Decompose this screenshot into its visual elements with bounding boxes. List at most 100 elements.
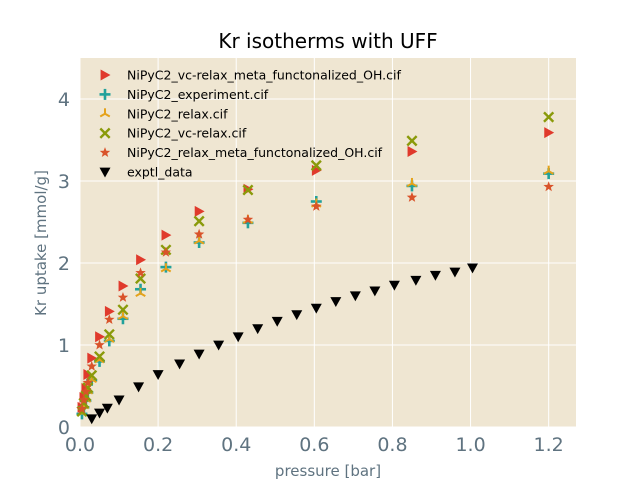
data-point	[152, 370, 164, 381]
data-point	[543, 111, 555, 123]
data-point	[410, 275, 422, 286]
legend-item: NiPyC2_vc-relax_meta_functonalized_OH.ci…	[100, 68, 401, 83]
legend-marker	[99, 167, 111, 178]
data-point	[117, 310, 129, 320]
grid	[79, 58, 576, 428]
data-point	[135, 287, 146, 297]
legend-label: NiPyC2_vc-relax_meta_functonalized_OH.ci…	[127, 68, 401, 83]
data-point	[76, 403, 88, 414]
y-ticks: 0 1 2 3 4	[58, 89, 70, 439]
data-point	[388, 280, 400, 291]
data-point	[160, 263, 172, 273]
legend-marker	[99, 108, 111, 118]
data-point	[349, 291, 361, 302]
x-tick-label: 0.2	[143, 434, 173, 456]
legend-label: NiPyC2_experiment.cif	[127, 87, 269, 102]
data-point	[406, 177, 418, 188]
data-point	[232, 332, 244, 343]
x-tick-label: 0.4	[221, 434, 251, 456]
x-tick-label: 0.8	[377, 434, 407, 456]
data-point	[113, 395, 125, 406]
legend-label: NiPyC2_vc-relax.cif	[127, 126, 247, 141]
plot-area	[80, 58, 576, 427]
data-point	[271, 316, 283, 327]
data-point	[406, 191, 418, 202]
legend: NiPyC2_vc-relax_meta_functonalized_OH.ci…	[99, 68, 401, 180]
data-point	[135, 267, 146, 278]
legend-label: NiPyC2_relax_meta_functonalized_OH.cif	[127, 145, 383, 160]
y-tick-label: 4	[58, 89, 70, 111]
data-point	[104, 314, 115, 325]
series-layer	[76, 111, 555, 425]
x-axis-label: pressure [bar]	[275, 462, 381, 480]
x-tick-label: 0.6	[299, 434, 329, 456]
legend-marker	[100, 69, 111, 81]
data-point	[82, 377, 94, 388]
data-point	[291, 310, 303, 321]
data-point	[86, 360, 97, 371]
data-point	[193, 215, 205, 227]
data-point	[117, 304, 129, 316]
data-point	[310, 303, 322, 314]
chart-title: Kr isotherms with UFF	[218, 29, 437, 53]
data-point	[193, 349, 205, 360]
legend-item: NiPyC2_relax_meta_functonalized_OH.cif	[99, 145, 383, 160]
data-point	[86, 414, 98, 425]
data-point	[330, 297, 342, 308]
data-point	[544, 127, 555, 139]
x-tick-label: 1.0	[455, 434, 485, 456]
data-point	[94, 339, 105, 350]
legend-marker	[99, 147, 111, 158]
data-point	[135, 273, 147, 285]
y-axis-label: Kr uptake [mmol/g]	[32, 170, 50, 316]
data-point	[103, 328, 115, 340]
data-point	[95, 331, 106, 343]
data-point	[242, 214, 254, 224]
data-point	[174, 359, 186, 370]
data-point	[101, 403, 113, 414]
data-point	[104, 305, 115, 317]
data-point	[310, 159, 322, 171]
data-point	[83, 369, 94, 381]
data-point	[242, 184, 254, 196]
data-point	[194, 205, 205, 217]
legend-marker	[99, 88, 111, 100]
data-point	[86, 369, 98, 381]
data-point	[467, 263, 479, 274]
legend-label: NiPyC2_relax.cif	[127, 106, 228, 121]
data-point	[136, 254, 147, 266]
data-point	[406, 135, 418, 147]
data-point	[80, 386, 92, 397]
legend-item: exptl_data	[99, 165, 193, 180]
data-point	[118, 280, 129, 292]
data-point	[117, 291, 129, 302]
data-point	[429, 270, 441, 281]
data-point	[252, 324, 264, 335]
legend-marker	[99, 127, 111, 139]
data-point	[213, 340, 225, 351]
y-tick-label: 2	[58, 253, 70, 275]
data-point	[369, 286, 381, 297]
legend-label: exptl_data	[127, 165, 193, 180]
data-point	[543, 181, 554, 192]
data-point	[94, 408, 106, 419]
data-point	[543, 165, 554, 175]
data-point	[311, 200, 322, 211]
data-point	[87, 352, 98, 364]
data-point	[160, 246, 172, 257]
data-point	[193, 228, 205, 239]
data-point	[161, 229, 172, 241]
y-tick-label: 1	[58, 335, 70, 357]
x-tick-label: 1.2	[534, 434, 564, 456]
legend-item: NiPyC2_relax.cif	[99, 106, 228, 121]
data-point	[94, 350, 106, 363]
y-tick-label: 0	[58, 417, 70, 439]
data-point	[78, 394, 90, 405]
data-point	[449, 267, 461, 278]
x-tick-label: 0.0	[65, 434, 95, 456]
series-4	[76, 181, 554, 414]
series-5	[86, 263, 479, 425]
legend-item: NiPyC2_vc-relax.cif	[99, 126, 247, 141]
x-ticks: 0.0 0.2 0.4 0.6 0.8 1.0 1.2	[65, 434, 564, 456]
